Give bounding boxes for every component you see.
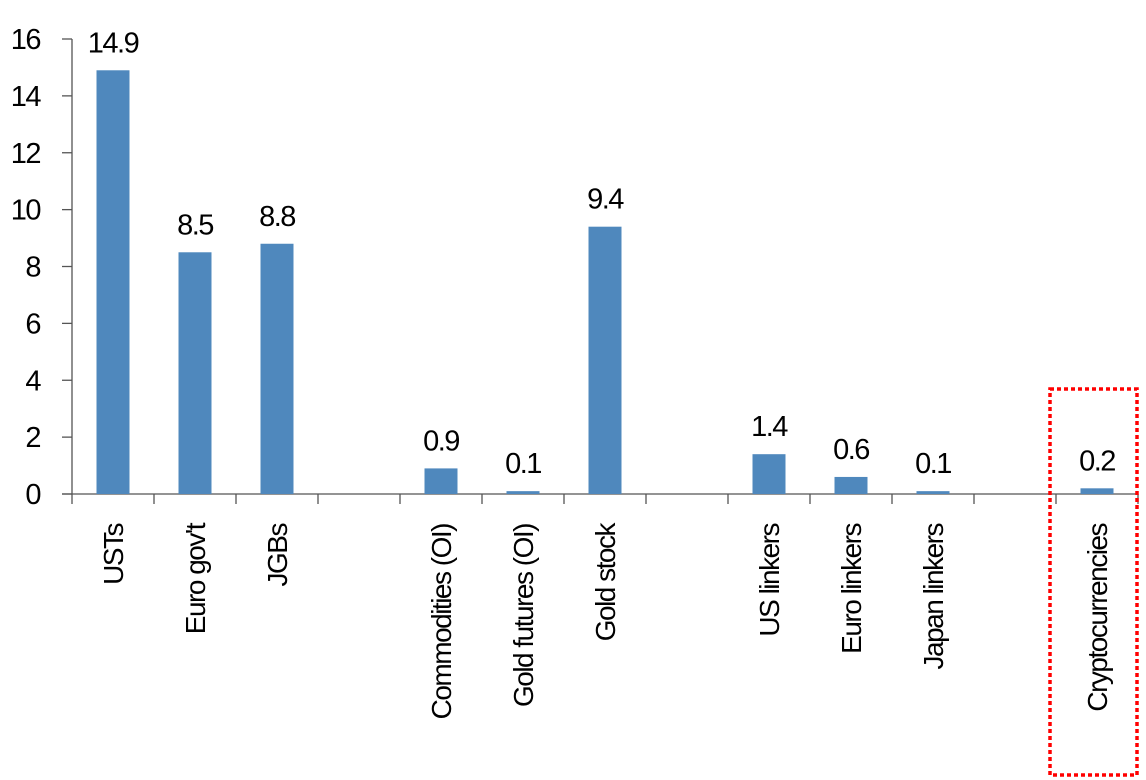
x-category-label: Euro linkers — [836, 524, 867, 654]
bar-us-linkers — [752, 454, 786, 494]
x-category-label: Gold futures (OI) — [508, 524, 539, 707]
y-tick-label: 8 — [25, 252, 40, 284]
bar-japan-linkers — [916, 491, 950, 494]
x-category-label: Cryptocurrencies — [1082, 524, 1113, 712]
data-label: 0.1 — [505, 448, 541, 480]
data-label: 0.9 — [423, 425, 459, 457]
bar-usts — [96, 70, 130, 494]
highlight-box — [1048, 387, 1139, 777]
y-tick-label: 6 — [25, 308, 40, 340]
bar-gold-futures-oi- — [506, 491, 540, 494]
bar-jgbs — [260, 243, 294, 494]
y-tick-label: 2 — [25, 422, 40, 454]
data-label: 14.9 — [88, 27, 139, 59]
data-label: 1.4 — [751, 411, 788, 443]
y-tick-label: 12 — [11, 138, 41, 170]
data-label: 0.6 — [833, 434, 869, 466]
x-category-label: Euro gov't — [180, 522, 211, 634]
bar-euro-gov-t — [178, 252, 212, 494]
bar-commodities-oi- — [424, 468, 458, 494]
data-label: 0.1 — [915, 448, 951, 480]
y-tick-label: 4 — [25, 365, 41, 397]
x-category-label: US linkers — [754, 524, 785, 637]
x-category-label: Commodities (OI) — [426, 524, 457, 720]
bar-gold-stock — [588, 226, 622, 494]
data-label: 0.2 — [1079, 445, 1115, 477]
data-label: 9.4 — [587, 184, 624, 216]
bar-cryptocurrencies — [1080, 488, 1114, 494]
y-tick-label: 0 — [25, 479, 40, 511]
data-label: 8.8 — [259, 201, 295, 233]
y-tick-label: 16 — [11, 24, 41, 56]
y-tick-label: 14 — [11, 81, 42, 113]
x-category-label: USTs — [98, 524, 129, 585]
x-category-label: Japan linkers — [918, 524, 949, 670]
x-category-label: Gold stock — [590, 522, 621, 642]
x-category-label: JGBs — [262, 524, 293, 587]
y-tick-label: 10 — [11, 195, 41, 227]
data-label: 8.5 — [177, 209, 213, 241]
bar-euro-linkers — [834, 476, 868, 494]
